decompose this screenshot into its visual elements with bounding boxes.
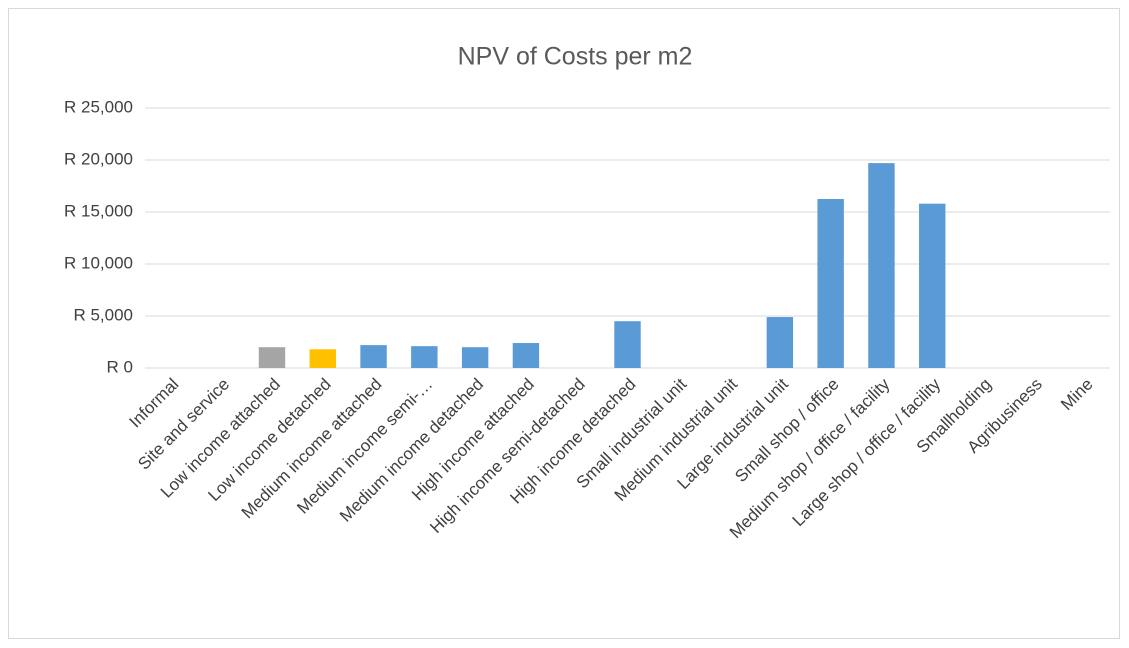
- y-tick-label: R 10,000: [64, 253, 133, 272]
- chart-border: [8, 8, 1120, 639]
- chart-title: NPV of Costs per m2: [458, 43, 693, 71]
- y-tick-label: R 5,000: [73, 305, 133, 324]
- bar: [360, 345, 387, 368]
- bar: [461, 347, 489, 368]
- y-tick-label: R 25,000: [64, 97, 133, 116]
- bar: [868, 163, 895, 368]
- bar: [411, 346, 438, 368]
- bar: [614, 321, 641, 368]
- bar: [766, 317, 794, 368]
- y-tick-label: R 15,000: [64, 201, 133, 220]
- bar: [309, 349, 336, 368]
- bar: [258, 347, 286, 368]
- bar: [512, 343, 540, 368]
- bar: [919, 203, 946, 368]
- bar: [817, 199, 844, 368]
- y-tick-label: R 0: [107, 357, 133, 376]
- y-tick-label: R 20,000: [64, 149, 133, 168]
